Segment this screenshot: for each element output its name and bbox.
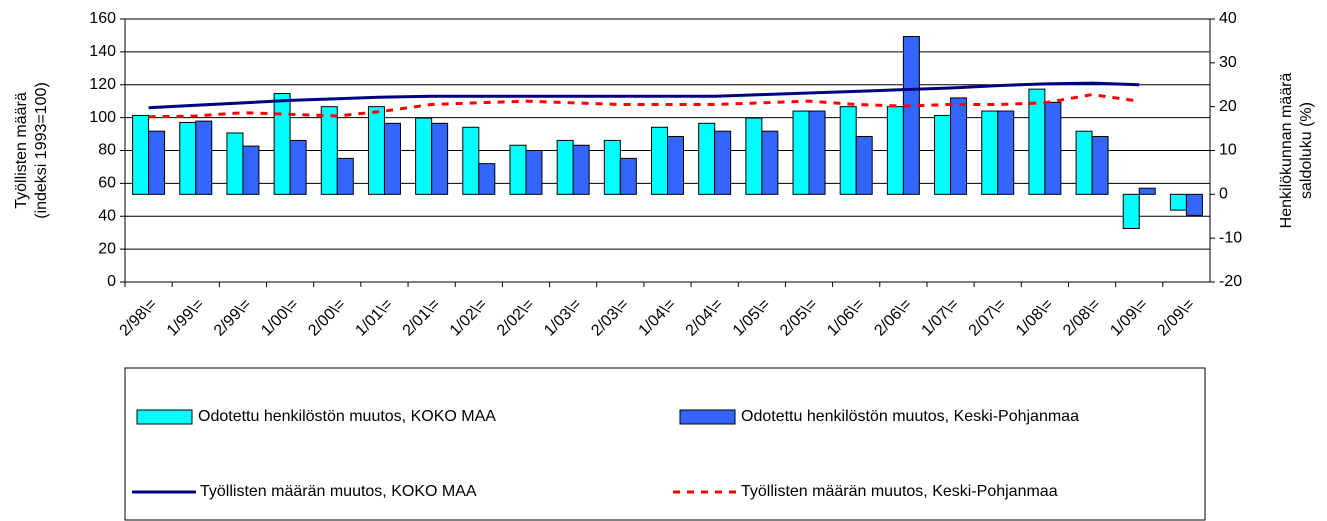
line [148,93,1140,119]
x-tick-label: 1/03\= [541,296,585,340]
y2-tick-label: 40 [1219,10,1237,27]
x-tick-label: 1/00\= [258,296,302,340]
bar [273,93,291,195]
bar [839,106,857,195]
bar [651,126,668,195]
y-tick-label: 60 [98,175,116,192]
bar [556,139,574,195]
y2-tick-label: -10 [1219,229,1242,246]
x-tick-label: 2/02\= [494,296,538,340]
legend-label: Odotettu henkilöstön muutos, Keski-Pohja… [741,408,1079,425]
bar [855,135,873,195]
bar [462,126,480,195]
bar [808,110,826,195]
y2-axis-title: Henkilökunnan määrä [1278,73,1295,229]
x-tick-label: 2/98\= [117,296,161,340]
y-tick-label: 40 [98,207,116,224]
bar [934,114,952,195]
y-tick-label: 140 [89,43,116,60]
legend-label: Odotettu henkilöstön muutos, KOKO MAA [198,408,496,425]
bar [745,117,763,195]
y-tick-label: 100 [89,109,116,126]
bar [226,132,244,195]
x-tick-label: 1/06\= [824,296,868,340]
bar [148,130,166,195]
y-tick-label: 120 [89,76,116,93]
x-tick-label: 2/00\= [305,296,349,340]
bar [431,122,449,195]
x-tick-label: 1/07\= [919,296,963,340]
bar [667,135,684,195]
x-tick-label: 2/04\= [683,296,727,340]
x-tick-label: 2/07\= [966,296,1010,340]
bar [572,144,590,195]
bar [336,157,354,195]
x-tick-label: 1/99\= [164,296,208,340]
x-tick-label: 2/01\= [400,296,444,340]
bar [509,144,527,195]
y2-tick-label: 20 [1219,98,1237,115]
y-tick-label: 80 [98,142,116,159]
legend-box [124,367,1206,521]
bar [792,110,810,195]
bar [415,117,433,195]
bar [1044,101,1062,195]
x-tick-label: 2/09\= [1154,296,1198,340]
bar [886,106,904,195]
bar [242,145,260,195]
bar [179,121,197,195]
y2-tick-label: 0 [1219,186,1228,203]
bar [1091,135,1109,195]
y2-tick-label: 10 [1219,142,1237,159]
bar [1169,193,1187,211]
x-tick-label: 2/03\= [588,296,632,340]
bar [1185,193,1203,216]
bar [1122,193,1140,230]
bar [997,110,1015,195]
y2-axis-title: saldoluku (%) [1298,102,1315,199]
bar [950,97,968,195]
bar [383,122,401,195]
bar [478,163,496,195]
bar [619,157,637,195]
y2-tick-label: 30 [1219,54,1237,71]
bar [320,106,338,195]
bar [603,139,621,195]
bar [714,130,732,195]
y-axis-title: Työllisten määrä [13,92,30,209]
legend-label: Työllisten määrän muutos, KOKO MAA [200,483,477,500]
bar [289,139,307,195]
legend-label: Työllisten määrän muutos, Keski-Pohjanma… [741,483,1058,500]
line [148,81,1140,110]
bar [195,120,213,195]
x-tick-label: 1/09\= [1107,296,1151,340]
x-tick-label: 1/01\= [352,296,396,340]
y-tick-label: 20 [98,240,116,257]
x-tick-label: 1/04\= [636,296,680,340]
y2-tick-label: -20 [1219,273,1242,290]
x-tick-label: 1/05\= [730,296,774,340]
bar [1075,130,1093,195]
legend-swatch [679,409,736,425]
x-tick-label: 1/08\= [1013,296,1057,340]
bar [981,110,999,195]
bar [698,122,716,195]
bar [367,106,385,195]
y-tick-label: 160 [89,10,116,27]
x-tick-label: 2/06\= [871,296,915,340]
bar [902,36,920,195]
x-tick-label: 1/02\= [447,296,491,340]
legend-swatch [136,409,193,425]
bar [1138,187,1156,195]
y-tick-label: 0 [107,273,116,290]
x-tick-label: 2/08\= [1060,296,1104,340]
x-tick-label: 2/05\= [777,296,821,340]
bar [761,130,779,195]
y-axis-title: (indeksi 1993=100) [33,82,50,219]
bar [132,114,150,195]
bar [525,150,543,195]
x-tick-label: 2/99\= [211,296,255,340]
bar [1028,88,1046,195]
